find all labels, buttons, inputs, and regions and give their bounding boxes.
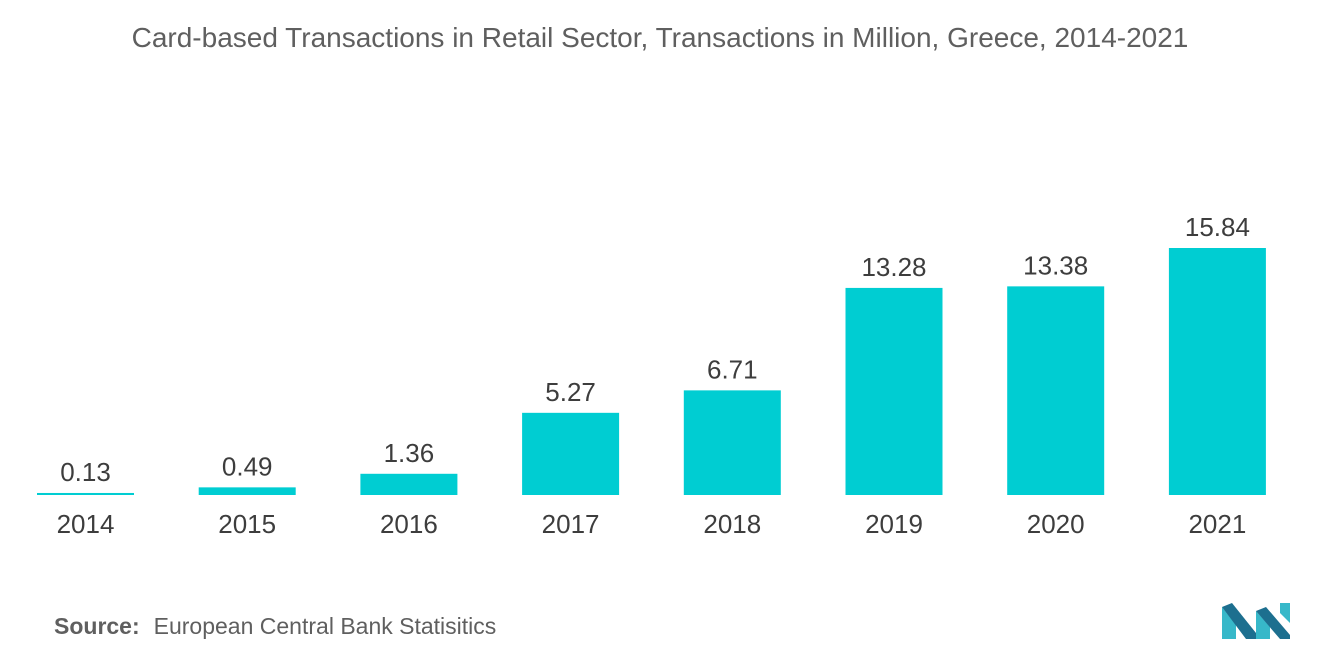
x-tick-label-2018: 2018 xyxy=(703,509,761,539)
data-label-2018: 6.71 xyxy=(707,354,758,384)
bar-2018 xyxy=(683,390,781,495)
data-label-2015: 0.49 xyxy=(222,451,273,481)
bar-chart: 0.13 2014 0.49 2015 1.36 2016 5.27 2017 6.71 2018… xyxy=(37,212,1266,539)
bar-2014 xyxy=(37,492,134,495)
mordor-intelligence-logo-icon xyxy=(1222,603,1290,639)
data-label-2021: 15.84 xyxy=(1185,212,1250,242)
bar-2016 xyxy=(360,473,458,495)
bar-2017 xyxy=(522,412,620,495)
x-tick-label-2015: 2015 xyxy=(218,509,276,539)
data-label-2016: 1.36 xyxy=(384,438,435,468)
data-label-2020: 13.38 xyxy=(1023,250,1088,280)
x-tick-label-2021: 2021 xyxy=(1188,509,1246,539)
x-tick-label-2020: 2020 xyxy=(1027,509,1085,539)
chart-title: Card-based Transactions in Retail Sector… xyxy=(131,22,1189,53)
bar-2020 xyxy=(1007,286,1105,495)
x-tick-label-2014: 2014 xyxy=(57,509,115,539)
data-label-2017: 5.27 xyxy=(545,377,596,407)
bar-2021 xyxy=(1168,248,1266,495)
x-tick-label-2019: 2019 xyxy=(865,509,923,539)
source-label: Source: xyxy=(54,613,140,639)
source-text: European Central Bank Statisitics xyxy=(153,613,497,639)
source-note: Source: European Central Bank Statisitics xyxy=(54,613,496,640)
x-tick-label-2016: 2016 xyxy=(380,509,438,539)
data-label-2019: 13.28 xyxy=(861,252,926,282)
bar-2019 xyxy=(845,287,943,495)
bar-2015 xyxy=(198,487,296,495)
x-tick-label-2017: 2017 xyxy=(542,509,600,539)
data-label-2014: 0.13 xyxy=(60,457,111,487)
